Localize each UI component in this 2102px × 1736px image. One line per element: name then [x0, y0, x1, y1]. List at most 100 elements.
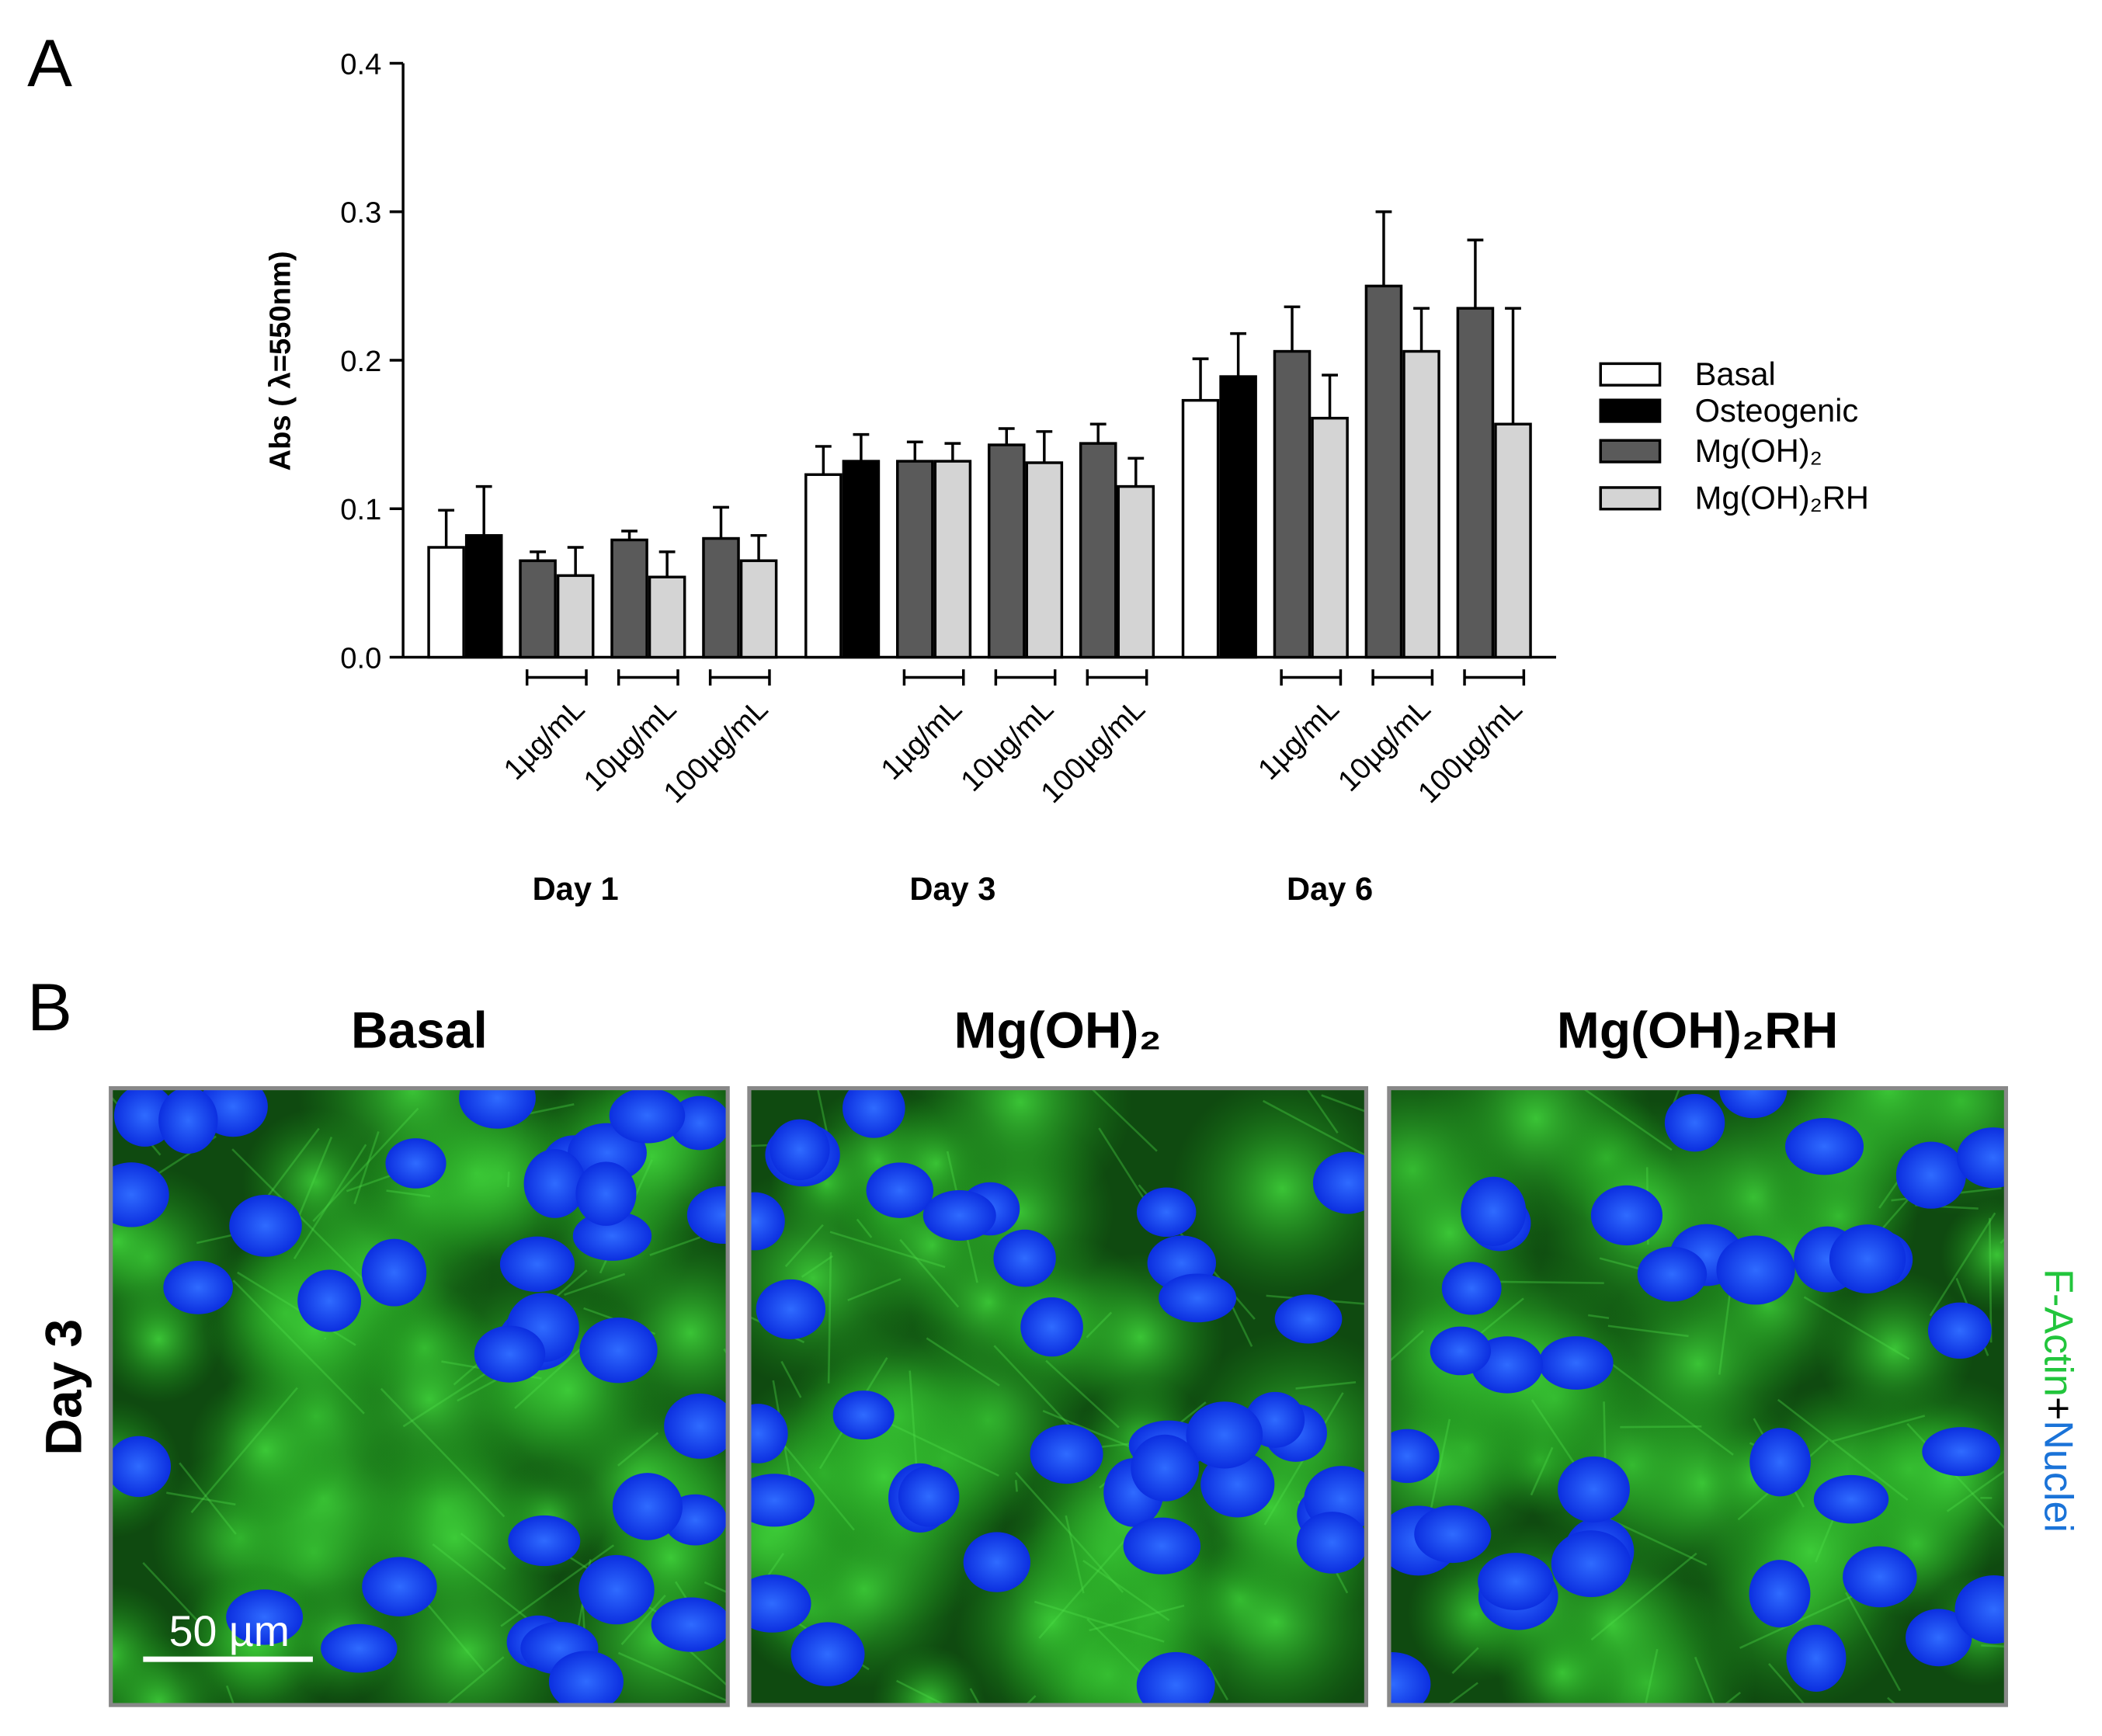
nucleus — [229, 1194, 302, 1257]
bar — [987, 443, 1026, 659]
fiber — [801, 1255, 834, 1278]
nucleus — [1785, 1118, 1864, 1175]
fiber — [444, 1656, 505, 1706]
nucleus — [898, 1466, 960, 1527]
nucleus — [1136, 1187, 1197, 1238]
fiber — [877, 1417, 999, 1477]
stain-label: F-Actin+Nuclei — [2036, 1269, 2081, 1533]
fiber — [829, 1231, 946, 1269]
fiber — [225, 1685, 235, 1706]
column-title: Basal — [351, 1002, 488, 1059]
nucleus — [1388, 1652, 1431, 1706]
actin — [1940, 1198, 2006, 1312]
nucleus — [749, 1192, 785, 1251]
nucleus — [866, 1162, 934, 1218]
nucleus — [1829, 1224, 1906, 1293]
x-tick-label: 1µg/mL — [874, 693, 968, 786]
nucleus — [297, 1269, 362, 1332]
nucleus — [523, 1149, 586, 1218]
fiber — [500, 1544, 615, 1627]
nucleus — [575, 1161, 637, 1226]
nucleus — [1749, 1428, 1811, 1497]
bar — [1456, 307, 1495, 659]
fiber — [1768, 1663, 1807, 1706]
nucleus — [362, 1557, 437, 1617]
legend-swatch — [1599, 486, 1662, 511]
nucleus — [1430, 1326, 1492, 1376]
fiber — [1451, 1647, 1479, 1675]
nucleus — [1664, 1093, 1725, 1152]
fiber — [1946, 1468, 2006, 1512]
nucleus — [1186, 1401, 1263, 1469]
legend-label: Mg(OH)₂ — [1695, 432, 1822, 469]
micrograph-content — [1388, 1088, 2006, 1706]
bar — [842, 460, 881, 659]
nucleus — [1478, 1553, 1554, 1610]
fiber — [1832, 1415, 1926, 1443]
bar — [804, 473, 843, 659]
bracket — [617, 669, 679, 686]
fiber — [353, 1131, 380, 1205]
fiber — [190, 1387, 298, 1513]
nucleus — [749, 1575, 811, 1633]
frame — [1387, 1086, 2008, 1707]
nucleus — [1813, 1474, 1889, 1524]
column-title: Mg(OH)₂RH — [1557, 1002, 1838, 1059]
nucleus — [113, 1088, 175, 1147]
nucleus — [609, 1088, 686, 1144]
fiber — [1981, 1644, 2006, 1648]
nucleus — [1922, 1427, 2001, 1477]
fiber — [1321, 1094, 1367, 1113]
fiber — [1600, 1356, 1734, 1456]
fiber — [232, 1279, 365, 1415]
micrograph — [747, 1086, 1369, 1707]
fiber — [896, 1679, 947, 1706]
bar — [1273, 349, 1312, 659]
nucleus — [1637, 1246, 1708, 1302]
fiber — [380, 1387, 506, 1518]
fiber — [1388, 1329, 1424, 1363]
fiber — [1015, 1471, 1124, 1593]
fiber — [1588, 1314, 1610, 1320]
micrograph-content — [110, 1088, 728, 1706]
stain-part: Nuclei — [2036, 1420, 2081, 1533]
nucleus — [1159, 1273, 1237, 1323]
nucleus — [749, 1474, 815, 1527]
bar — [610, 538, 648, 659]
actin — [908, 1088, 1133, 1214]
nucleus — [474, 1325, 546, 1383]
fiber — [1607, 1325, 1689, 1338]
bar — [1025, 461, 1064, 659]
nucleus — [110, 1162, 169, 1227]
nucleus — [1020, 1297, 1083, 1357]
fiber — [237, 1271, 356, 1346]
fiber — [1644, 1648, 1659, 1706]
fiber — [312, 1107, 419, 1222]
nucleus — [922, 1190, 996, 1241]
nucleus — [1719, 1088, 1788, 1119]
bracket — [1463, 669, 1526, 686]
fiber — [1739, 1593, 1857, 1649]
legend-swatch — [1599, 439, 1662, 464]
fiber — [780, 1360, 802, 1398]
fiber — [293, 1144, 367, 1260]
nucleus — [1030, 1424, 1103, 1484]
nucleus — [1274, 1294, 1343, 1344]
nucleus — [756, 1279, 826, 1339]
nucleus — [579, 1318, 658, 1384]
nucleus — [993, 1229, 1056, 1287]
fiber — [1295, 1381, 1357, 1390]
fiber — [1929, 1212, 1996, 1317]
fiber — [993, 1345, 1076, 1433]
nucleus — [1954, 1575, 2006, 1644]
nucleus — [578, 1554, 655, 1625]
nucleus — [361, 1238, 427, 1307]
nucleus — [110, 1436, 172, 1498]
fiber — [1989, 1217, 1993, 1343]
bracket — [994, 669, 1057, 686]
fiber — [926, 1337, 1000, 1387]
nucleus — [843, 1088, 905, 1138]
fiber — [1262, 1099, 1367, 1158]
actin — [1847, 1375, 2006, 1578]
